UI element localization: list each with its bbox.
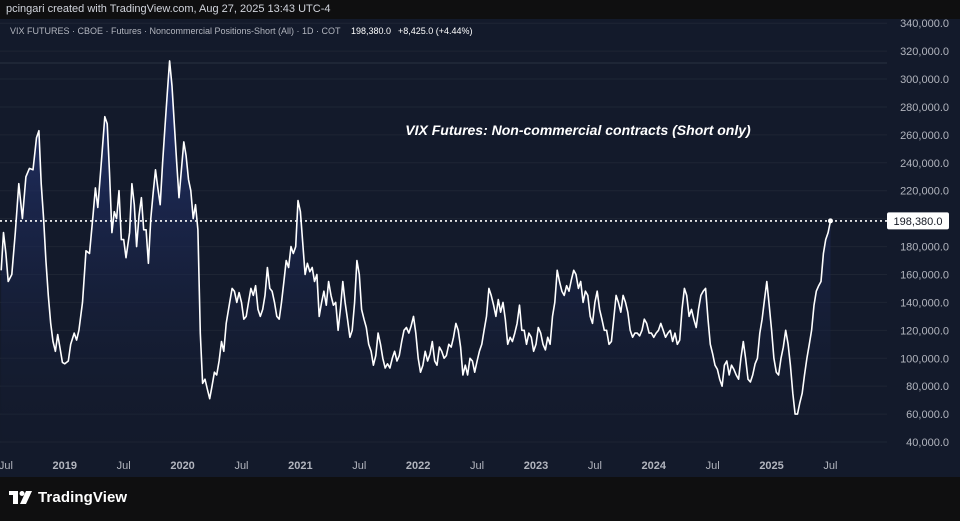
x-tick-label: 2024	[642, 460, 667, 472]
x-tick-label: Jul	[588, 460, 602, 472]
x-tick-label: Jul	[117, 460, 131, 472]
area-fill	[1, 60, 831, 450]
chart-area[interactable]: 40,000.0 60,000.0 80,000.0 100,000.0 120,000…	[0, 18, 960, 477]
attribution-bar: pcingari created with TradingView.com, A…	[0, 0, 960, 19]
y-axis[interactable]: 40,000.0 60,000.0 80,000.0 100,000.0 120,000…	[900, 18, 949, 449]
y-tick-label: 80,000.0	[906, 381, 949, 393]
y-tick-label: 340,000.0	[900, 19, 949, 30]
brand-name: TradingView	[38, 489, 128, 506]
tradingview-logo[interactable]: TradingView	[9, 489, 127, 506]
last-value-dot	[827, 218, 833, 224]
x-tick-label: Jul	[470, 460, 484, 472]
x-tick-label: Jul	[823, 460, 837, 472]
y-tick-label: 40,000.0	[906, 437, 949, 449]
chart-svg[interactable]: 40,000.0 60,000.0 80,000.0 100,000.0 120,000…	[0, 18, 960, 477]
x-tick-label: Jul	[234, 460, 248, 472]
price-label: 198,380.0	[887, 212, 949, 230]
series-line[interactable]	[0, 60, 832, 415]
x-tick-label: Jul	[706, 460, 720, 472]
y-tick-label: 280,000.0	[900, 102, 949, 114]
y-tick-label: 260,000.0	[900, 130, 949, 142]
legend-symbol: VIX FUTURES · CBOE · Futures · Noncommer…	[10, 26, 341, 36]
x-tick-label: Jul	[0, 460, 13, 472]
legend: VIX FUTURES · CBOE · Futures · Noncommer…	[10, 26, 473, 36]
y-tick-label: 160,000.0	[900, 269, 949, 281]
x-tick-label: 2023	[524, 460, 548, 472]
y-tick-label: 140,000.0	[900, 297, 949, 309]
tradingview-logo-icon	[9, 491, 32, 504]
legend-change: +8,425.0 (+4.44%)	[398, 26, 473, 36]
y-tick-label: 180,000.0	[900, 242, 949, 254]
x-tick-label: 2025	[759, 460, 783, 472]
y-tick-label: 100,000.0	[900, 353, 949, 365]
y-tick-label: 60,000.0	[906, 409, 949, 421]
y-tick-label: 320,000.0	[900, 46, 949, 58]
x-tick-label: 2021	[288, 460, 312, 472]
y-tick-label: 120,000.0	[900, 325, 949, 337]
x-tick-label: 2022	[406, 460, 430, 472]
chart-annotation: VIX Futures: Non-commercial contracts (S…	[405, 122, 751, 138]
y-tick-label: 240,000.0	[900, 158, 949, 170]
x-tick-label: Jul	[352, 460, 366, 472]
attribution-text: pcingari created with TradingView.com, A…	[6, 3, 331, 15]
x-tick-label: 2020	[170, 460, 194, 472]
y-tick-label: 300,000.0	[900, 74, 949, 86]
footer: TradingView	[0, 477, 960, 521]
y-tick-label: 220,000.0	[900, 186, 949, 198]
legend-last-value: 198,380.0	[351, 26, 391, 36]
x-axis[interactable]: Jul 2019 Jul 2020 Jul 2021 Jul 2022 Jul 2023 Jul 20…	[0, 460, 837, 472]
price-label-text: 198,380.0	[894, 216, 943, 228]
x-tick-label: 2019	[53, 460, 77, 472]
